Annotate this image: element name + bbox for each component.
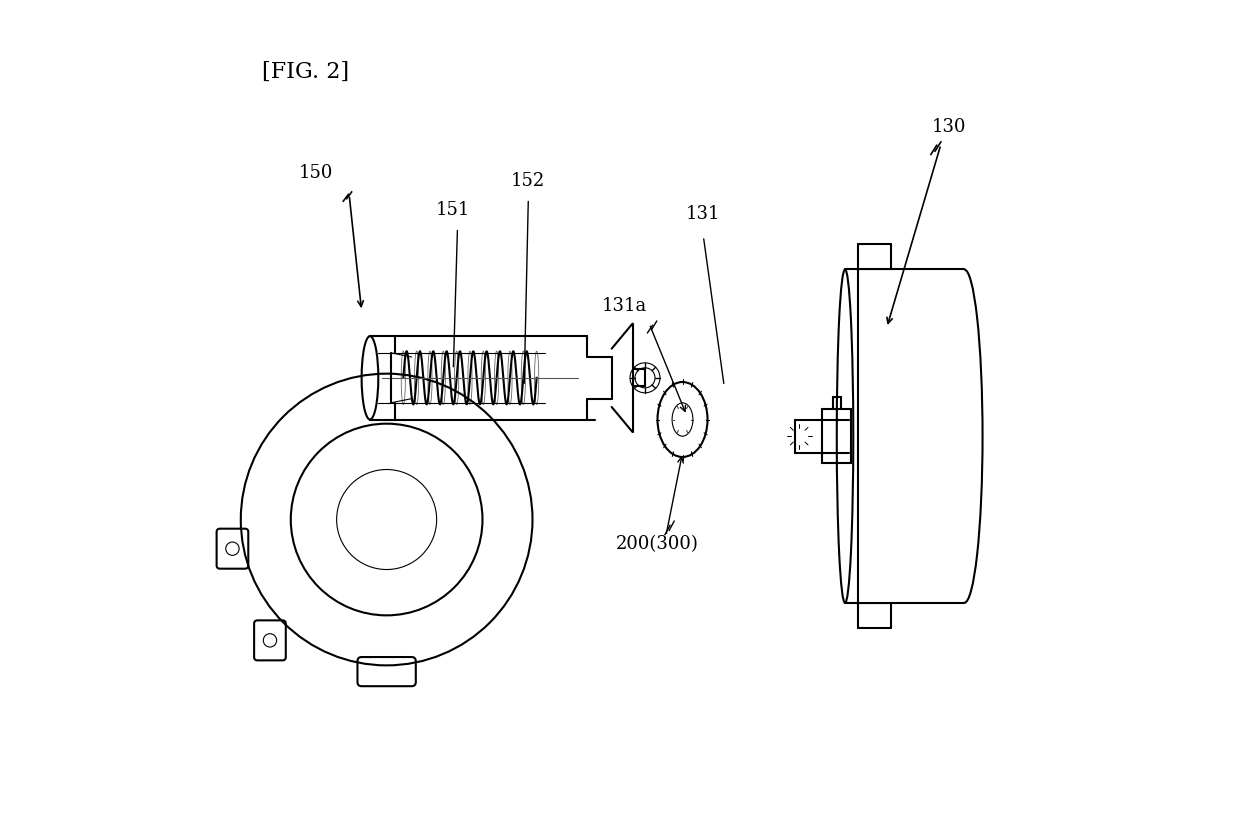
Bar bbox=[822, 409, 852, 463]
Text: 130: 130 bbox=[932, 118, 966, 136]
Text: [FIG. 2]: [FIG. 2] bbox=[262, 61, 348, 83]
Text: 131: 131 bbox=[686, 206, 720, 223]
Text: 152: 152 bbox=[511, 172, 546, 190]
Text: 150: 150 bbox=[299, 164, 334, 182]
Text: 151: 151 bbox=[436, 201, 470, 219]
Text: 200(300): 200(300) bbox=[616, 534, 699, 553]
Text: 131a: 131a bbox=[601, 297, 647, 315]
